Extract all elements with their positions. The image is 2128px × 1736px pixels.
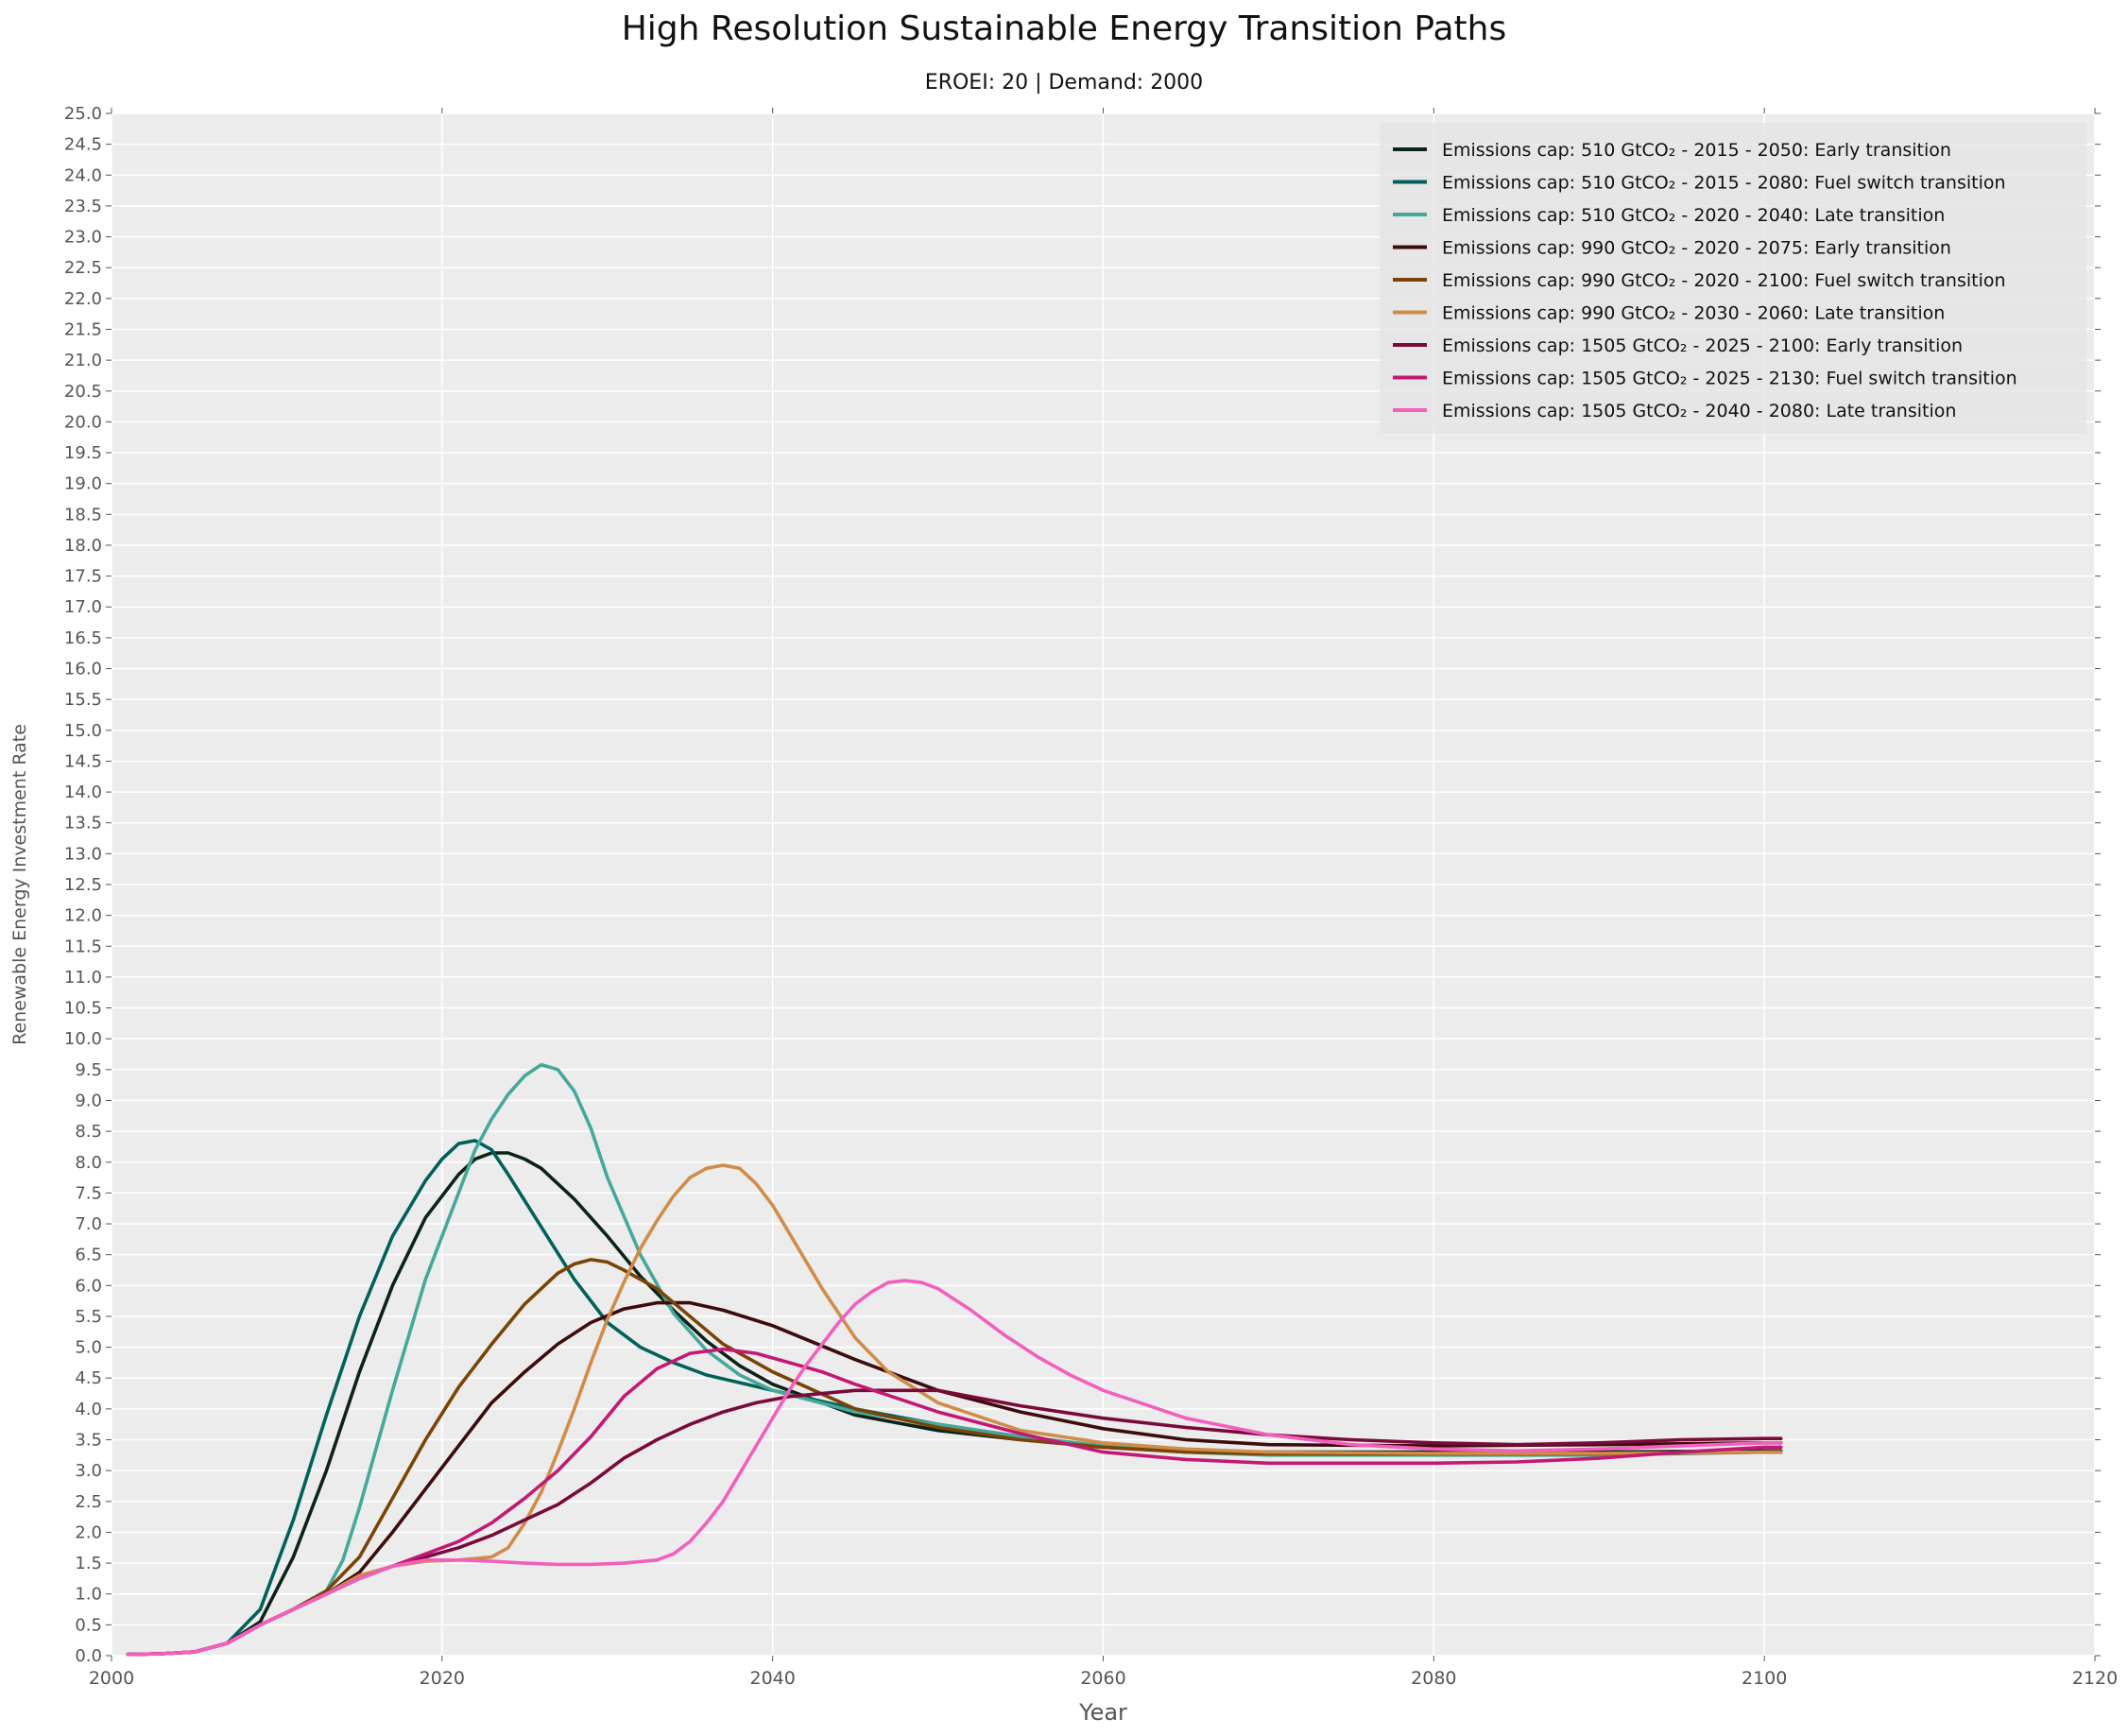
x-tick-label: 2100 bbox=[1742, 1668, 1787, 1689]
y-tick-label: 9.0 bbox=[75, 1091, 102, 1110]
x-tick-label: 2020 bbox=[420, 1668, 465, 1689]
axis-ticks: 0.0 0.5 1.0 1.5 2.0 2.5 3.0 3.5 4.0 4.5 5.0 5.5 6.0 6… bbox=[64, 104, 2118, 1689]
y-tick-label: 23.0 bbox=[64, 228, 102, 248]
y-tick-label: 3.0 bbox=[75, 1461, 102, 1481]
legend-entry-label: Emissions cap: 1505 GtCO₂ - 2040 - 2080:… bbox=[1442, 401, 1956, 421]
y-tick-label: 9.5 bbox=[75, 1060, 102, 1080]
legend-entry-label: Emissions cap: 990 GtCO₂ - 2020 - 2075: … bbox=[1442, 238, 1951, 259]
y-tick-label: 0.5 bbox=[75, 1615, 102, 1635]
y-tick-label: 20.5 bbox=[64, 382, 102, 402]
y-tick-label: 8.0 bbox=[75, 1153, 102, 1173]
y-tick-label: 20.0 bbox=[64, 412, 102, 432]
y-tick-label: 17.0 bbox=[64, 597, 102, 617]
y-tick-label: 10.0 bbox=[64, 1029, 102, 1049]
y-tick-label: 14.5 bbox=[64, 751, 102, 771]
series-lines bbox=[126, 1062, 1783, 1657]
y-tick-label: 3.5 bbox=[75, 1431, 102, 1451]
chart-title: High Resolution Sustainable Energy Trans… bbox=[622, 9, 1507, 48]
legend-entry-label: Emissions cap: 1505 GtCO₂ - 2025 - 2100:… bbox=[1442, 335, 1963, 356]
y-tick-label: 16.5 bbox=[64, 628, 102, 648]
y-tick-label: 21.5 bbox=[64, 319, 102, 339]
x-tick-label: 2080 bbox=[1411, 1668, 1456, 1689]
y-tick-label: 14.0 bbox=[64, 782, 102, 802]
y-tick-label: 16.0 bbox=[64, 660, 102, 679]
y-tick-label: 15.0 bbox=[64, 721, 102, 741]
legend-entry-label: Emissions cap: 510 GtCO₂ - 2020 - 2040: … bbox=[1442, 205, 1945, 226]
x-tick-label: 2000 bbox=[89, 1668, 134, 1689]
y-tick-label: 2.0 bbox=[75, 1522, 102, 1542]
y-tick-label: 25.0 bbox=[64, 104, 102, 124]
series-line-6 bbox=[126, 1163, 1783, 1657]
y-tick-label: 17.5 bbox=[64, 567, 102, 587]
y-tick-label: 8.5 bbox=[75, 1122, 102, 1142]
y-tick-label: 23.5 bbox=[64, 197, 102, 216]
y-axis-label: Renewable Energy Investment Rate bbox=[9, 724, 30, 1045]
y-tick-label: 6.5 bbox=[75, 1246, 102, 1265]
y-tick-label: 15.5 bbox=[64, 690, 102, 710]
legend-entry-label: Emissions cap: 510 GtCO₂ - 2015 - 2080: … bbox=[1442, 173, 2006, 194]
y-tick-label: 4.0 bbox=[75, 1400, 102, 1419]
y-tick-label: 6.0 bbox=[75, 1276, 102, 1296]
y-tick-label: 7.5 bbox=[75, 1183, 102, 1203]
legend: Emissions cap: 510 GtCO₂ - 2015 - 2050: … bbox=[1380, 123, 2086, 434]
y-tick-label: 22.5 bbox=[64, 258, 102, 278]
y-tick-label: 7.0 bbox=[75, 1214, 102, 1234]
y-tick-label: 11.5 bbox=[64, 937, 102, 956]
legend-box bbox=[1380, 123, 2086, 434]
y-tick-label: 5.0 bbox=[75, 1338, 102, 1358]
y-tick-label: 19.5 bbox=[64, 443, 102, 463]
series-line-9 bbox=[126, 1279, 1783, 1657]
y-tick-label: 18.0 bbox=[64, 536, 102, 556]
y-tick-label: 4.5 bbox=[75, 1368, 102, 1388]
y-tick-label: 1.5 bbox=[75, 1554, 102, 1573]
y-tick-label: 5.5 bbox=[75, 1307, 102, 1327]
x-tick-label: 2040 bbox=[749, 1668, 795, 1689]
y-tick-label: 11.0 bbox=[64, 968, 102, 988]
legend-entry-label: Emissions cap: 990 GtCO₂ - 2020 - 2100: … bbox=[1442, 270, 2006, 291]
y-tick-label: 12.5 bbox=[64, 875, 102, 895]
y-tick-label: 13.5 bbox=[64, 814, 102, 834]
x-axis-label: Year bbox=[1078, 1699, 1127, 1726]
x-tick-label: 2120 bbox=[2072, 1668, 2118, 1689]
y-tick-label: 12.0 bbox=[64, 906, 102, 926]
y-tick-label: 19.0 bbox=[64, 474, 102, 494]
y-tick-label: 0.0 bbox=[75, 1646, 102, 1666]
y-tick-label: 10.5 bbox=[64, 999, 102, 1019]
y-tick-label: 21.0 bbox=[64, 351, 102, 370]
y-tick-label: 24.5 bbox=[64, 135, 102, 155]
chart-subtitle: EROEI: 20 | Demand: 2000 bbox=[925, 71, 1203, 95]
y-tick-label: 22.0 bbox=[64, 289, 102, 309]
legend-entry-label: Emissions cap: 510 GtCO₂ - 2015 - 2050: … bbox=[1442, 140, 1951, 161]
y-tick-label: 24.0 bbox=[64, 165, 102, 185]
y-tick-label: 2.5 bbox=[75, 1492, 102, 1512]
legend-entry-label: Emissions cap: 1505 GtCO₂ - 2025 - 2130:… bbox=[1442, 369, 2017, 389]
y-tick-label: 13.0 bbox=[64, 844, 102, 864]
y-tick-label: 18.5 bbox=[64, 505, 102, 524]
x-tick-label: 2060 bbox=[1080, 1668, 1125, 1689]
y-tick-label: 1.0 bbox=[75, 1585, 102, 1605]
legend-entry-label: Emissions cap: 990 GtCO₂ - 2030 - 2060: … bbox=[1442, 303, 1945, 324]
